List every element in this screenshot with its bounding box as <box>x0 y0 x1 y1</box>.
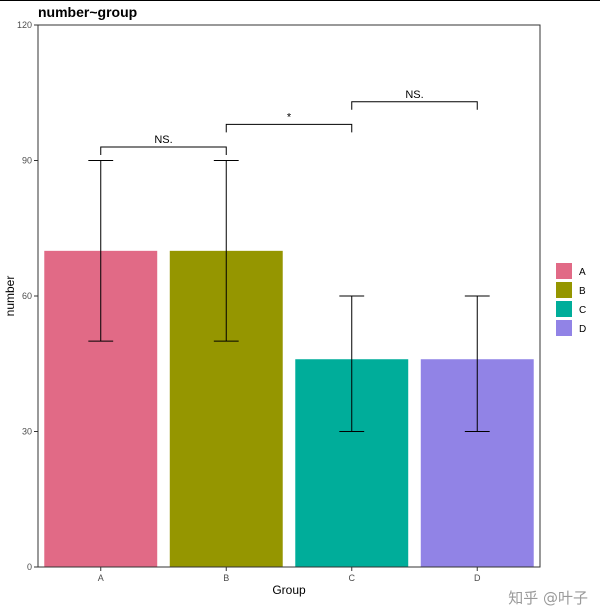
legend-label: B <box>579 286 586 297</box>
significance-bracket <box>225 123 353 133</box>
x-tick-label: C <box>349 573 356 583</box>
legend-label: A <box>579 267 586 278</box>
legend-label: D <box>579 324 586 335</box>
legend-swatch-b <box>556 282 572 298</box>
y-tick-label: 90 <box>22 156 32 166</box>
legend-swatch-d <box>556 320 572 336</box>
significance-bracket <box>100 146 227 155</box>
x-axis-label: Group <box>272 583 306 597</box>
significance-label: NS. <box>154 134 172 146</box>
y-axis-label: number <box>3 276 17 317</box>
y-tick-label: 0 <box>27 562 32 572</box>
legend-swatch-c <box>556 301 572 317</box>
y-tick-label: 30 <box>22 427 32 437</box>
legend-swatch-a <box>556 263 572 279</box>
watermark: 知乎 @叶子 <box>508 589 588 607</box>
top-border-line <box>0 0 600 1</box>
y-tick-label: 120 <box>17 20 32 30</box>
chart-title: number~group <box>38 4 138 20</box>
y-tick-label: 60 <box>22 291 32 301</box>
x-tick-label: B <box>223 573 229 583</box>
x-tick-label: D <box>474 573 481 583</box>
x-tick-label: A <box>98 573 104 583</box>
significance-label: NS. <box>405 89 423 101</box>
significance-label: * <box>287 111 292 123</box>
legend-label: C <box>579 305 586 316</box>
significance-bracket <box>351 101 478 110</box>
